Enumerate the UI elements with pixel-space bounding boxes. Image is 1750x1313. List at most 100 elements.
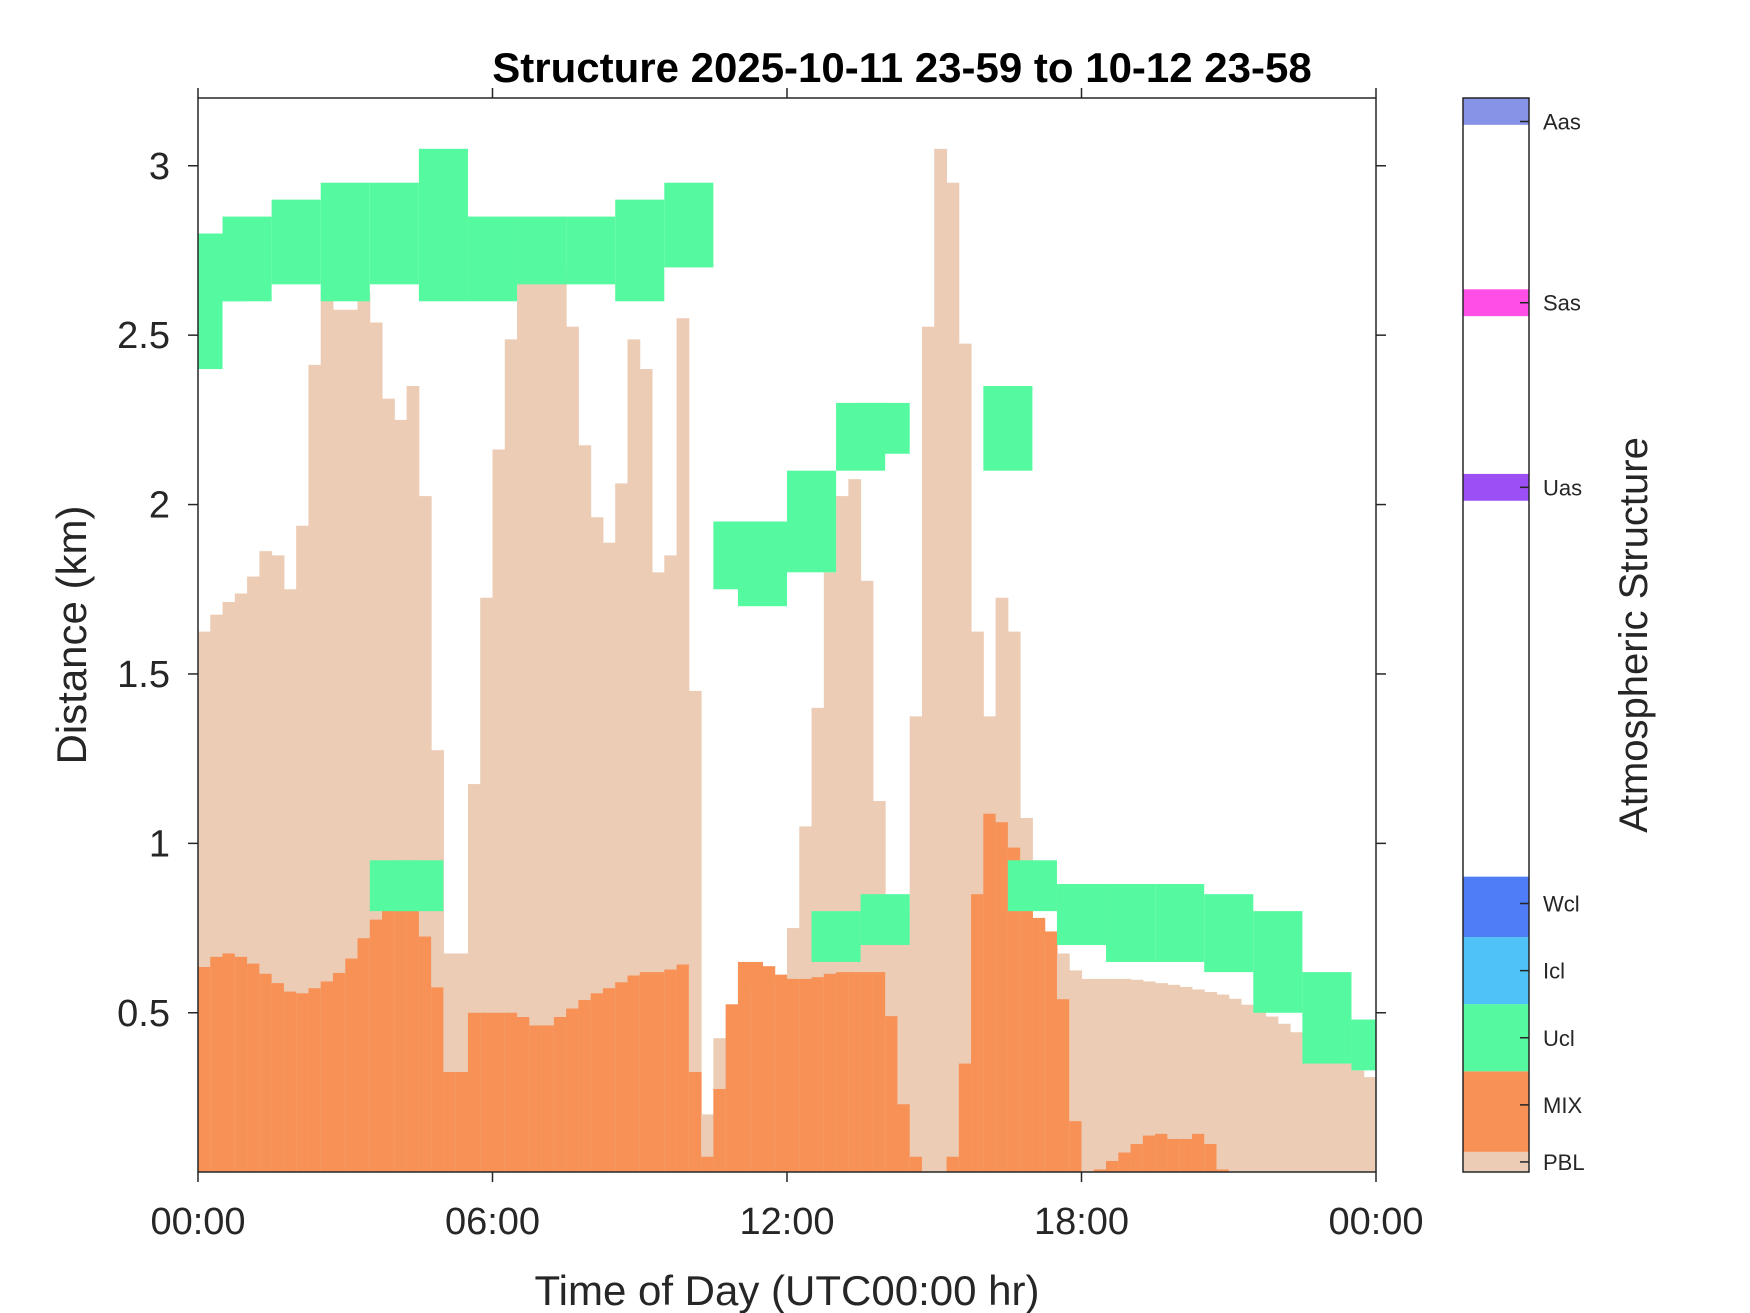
pbl-column	[1326, 1056, 1340, 1172]
ucl-patch	[737, 521, 787, 607]
plot-content	[198, 148, 1377, 1173]
ucl-patch	[418, 148, 468, 302]
mix-column	[897, 1104, 911, 1172]
pbl-column	[1142, 981, 1156, 1172]
mix-column	[578, 1000, 592, 1172]
mix-column	[210, 956, 224, 1172]
ucl-patch	[1056, 884, 1107, 946]
colorbar-band	[1463, 98, 1529, 125]
mix-column	[259, 973, 273, 1172]
mix-column	[345, 958, 359, 1172]
pbl-column	[958, 343, 972, 1172]
pbl-column	[1167, 984, 1181, 1172]
pbl-column	[529, 271, 543, 1173]
colorbar-band	[1463, 1151, 1529, 1172]
mix-column	[799, 978, 813, 1172]
pbl-column	[676, 318, 690, 1172]
y-axis-label: Distance (km)	[48, 505, 95, 764]
pbl-column	[946, 182, 960, 1172]
mix-column	[823, 973, 837, 1172]
mix-column	[701, 1156, 714, 1172]
pbl-column	[492, 449, 506, 1172]
mix-column	[541, 1025, 555, 1172]
pbl-column	[1155, 983, 1168, 1172]
mix-column	[296, 993, 309, 1172]
pbl-column	[1290, 1032, 1303, 1172]
mix-column	[750, 961, 763, 1172]
mix-column	[1093, 1169, 1107, 1172]
mix-column	[467, 1012, 481, 1172]
mix-column	[885, 1016, 898, 1172]
ucl-patch	[1106, 884, 1156, 962]
colorbar: PBL MIX Ucl Icl Wcl Uas Sas Aas	[1463, 98, 1585, 1175]
colorbar-label: Ucl	[1543, 1026, 1575, 1051]
pbl-column	[1265, 1016, 1279, 1172]
pbl-column	[1277, 1023, 1291, 1172]
mix-column	[308, 988, 322, 1172]
ucl-patch	[1155, 884, 1205, 962]
mix-column	[234, 956, 248, 1172]
pbl-column	[320, 292, 334, 1172]
mix-column	[995, 822, 1009, 1172]
ucl-patch	[517, 216, 567, 285]
mix-column	[725, 1004, 739, 1172]
y-axis: 0.5 1 1.5 2 2.5 3	[117, 146, 1386, 1035]
mix-column	[737, 961, 751, 1172]
mix-column	[787, 978, 800, 1172]
mix-column	[836, 972, 849, 1172]
mix-column	[909, 1156, 923, 1172]
mix-column	[198, 967, 211, 1172]
pbl-column	[1106, 978, 1119, 1172]
mix-column	[529, 1025, 543, 1172]
pbl-column	[1302, 1040, 1316, 1172]
mix-column	[357, 938, 371, 1172]
ucl-patch	[1007, 860, 1057, 912]
mix-column	[443, 1072, 457, 1172]
pbl-column	[934, 148, 948, 1172]
y-tick-label: 2.5	[117, 315, 170, 357]
ucl-patch	[566, 216, 616, 285]
mix-column	[848, 972, 862, 1172]
mix-column	[713, 1088, 727, 1172]
pbl-column	[578, 445, 592, 1172]
pbl-column	[553, 267, 567, 1172]
mix-column	[1118, 1152, 1132, 1172]
colorbar-band	[1463, 876, 1529, 938]
pbl-column	[1314, 1049, 1328, 1172]
mix-column	[382, 902, 395, 1172]
mix-column	[1106, 1160, 1119, 1172]
x-tick-label: 00:00	[1328, 1201, 1423, 1243]
mix-column	[1130, 1144, 1144, 1172]
mix-column	[1167, 1138, 1181, 1172]
mix-column	[971, 894, 984, 1172]
mix-column	[983, 813, 997, 1172]
mix-column	[1155, 1133, 1168, 1172]
y-tick-label: 1.5	[117, 654, 170, 696]
mix-column	[664, 969, 678, 1172]
mix-column	[517, 1016, 530, 1172]
ucl-patch	[222, 216, 272, 302]
pbl-column	[1216, 994, 1230, 1172]
mix-column	[222, 953, 236, 1172]
ucl-patch	[1302, 972, 1352, 1064]
mix-column	[480, 1012, 493, 1172]
mix-column	[762, 966, 776, 1172]
colorbar-label: Aas	[1543, 109, 1581, 134]
mix-column	[602, 988, 616, 1172]
pbl-column	[1253, 1010, 1267, 1172]
mix-column	[553, 1016, 567, 1172]
y-tick-label: 3	[149, 146, 170, 188]
ucl-patch	[811, 911, 861, 962]
mix-column	[320, 981, 334, 1172]
colorbar-band	[1463, 1004, 1529, 1072]
y-tick-label: 0.5	[117, 993, 170, 1035]
ucl-patch	[320, 182, 370, 302]
mix-column	[283, 991, 297, 1172]
pbl-column	[504, 339, 518, 1173]
mix-column	[627, 975, 641, 1172]
mix-column	[332, 972, 346, 1172]
pbl-column	[1130, 979, 1144, 1172]
colorbar-band	[1463, 1071, 1529, 1152]
colorbar-band	[1463, 937, 1529, 1005]
